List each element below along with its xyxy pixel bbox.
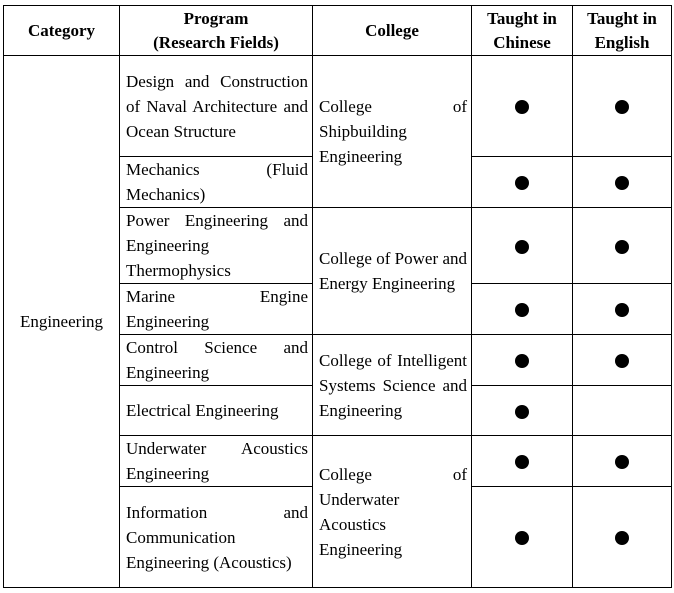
table-row: Engineering Design and Construction of N… (3, 55, 672, 588)
program-cell: Information and Communication Engineerin… (119, 486, 313, 588)
chinese-mark-cell (471, 334, 573, 386)
college-cell: College of Shipbuilding Engineering (312, 55, 472, 208)
table-row: Power Engineering and Engineering Thermo… (4, 207, 672, 335)
filled-circle-icon (515, 176, 529, 191)
filled-circle-icon (515, 404, 529, 419)
english-mark-cell (572, 55, 672, 157)
filled-circle-icon (515, 455, 529, 470)
programs-table: Category Program (Research Fields) Colleg… (3, 5, 672, 588)
program-cell: Design and Construction of Naval Archite… (119, 55, 313, 157)
filled-circle-icon (615, 239, 629, 254)
program-cell: Underwater Acoustics Engineering (119, 435, 313, 487)
chinese-mark-cell (471, 156, 573, 208)
filled-circle-icon (615, 531, 629, 546)
filled-circle-icon (615, 100, 629, 115)
header-program: Program (Research Fields) (119, 5, 313, 56)
college-cell: College of Intelligent Systems Science a… (312, 334, 472, 436)
table-row: Underwater Acoustics Engineering College… (4, 435, 672, 588)
program-cell: Marine Engine Engineering (119, 283, 313, 335)
chinese-mark-cell (471, 55, 573, 157)
chinese-mark-cell (471, 283, 573, 335)
header-row: Category Program (Research Fields) Colleg… (3, 5, 672, 56)
table-row: Control Science and Engineering College … (4, 334, 672, 436)
filled-circle-icon (515, 100, 529, 115)
table-row: Information and Communication Engineerin… (4, 486, 672, 588)
filled-circle-icon (615, 176, 629, 191)
english-mark-cell (572, 207, 672, 284)
header-college: College (312, 5, 472, 56)
header-taught-in-english: Taught in English (572, 5, 672, 56)
chinese-mark-cell (471, 435, 573, 487)
filled-circle-icon (615, 303, 629, 318)
chinese-mark-cell (471, 486, 573, 588)
english-mark-cell (572, 156, 672, 208)
chinese-mark-cell (471, 385, 573, 436)
filled-circle-icon (515, 354, 529, 369)
table-row: Marine Engine Engineering (4, 283, 672, 335)
english-mark-cell (572, 283, 672, 335)
filled-circle-icon (615, 455, 629, 470)
program-cell: Mechanics (Fluid Mechanics) (119, 156, 313, 208)
program-cell: Control Science and Engineering (119, 334, 313, 386)
filled-circle-icon (515, 531, 529, 546)
header-category: Category (3, 5, 120, 56)
college-cell: College of Power and Energy Engineering (312, 207, 472, 335)
category-cell: Engineering (3, 55, 120, 588)
english-mark-cell (572, 435, 672, 487)
chinese-mark-cell (471, 207, 573, 284)
english-mark-cell (572, 385, 672, 436)
filled-circle-icon (615, 354, 629, 369)
table-row: Mechanics (Fluid Mechanics) (4, 156, 672, 208)
table-row: Electrical Engineering (4, 385, 672, 436)
english-mark-cell (572, 486, 672, 588)
english-mark-cell (572, 334, 672, 386)
filled-circle-icon (515, 303, 529, 318)
college-cell: College of Underwater Acoustics Engineer… (312, 435, 472, 588)
header-taught-in-chinese: Taught in Chinese (471, 5, 573, 56)
program-cell: Electrical Engineering (119, 385, 313, 436)
program-cell: Power Engineering and Engineering Thermo… (119, 207, 313, 284)
filled-circle-icon (515, 239, 529, 254)
